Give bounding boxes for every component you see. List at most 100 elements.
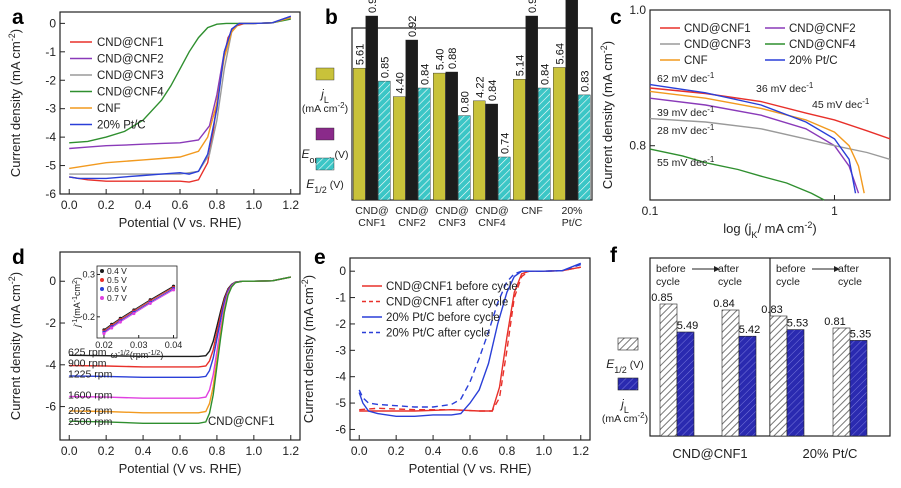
f-bar-E1/2 xyxy=(769,315,788,437)
a-xtick-label: 0.4 xyxy=(135,198,152,212)
c-legend-label: CND@CNF3 xyxy=(684,39,751,51)
a-ytick-label: -2 xyxy=(45,73,56,87)
e-series-line xyxy=(358,263,582,408)
b-bar-Eonset xyxy=(565,0,578,201)
e-xtick-label: 0.4 xyxy=(425,444,442,458)
c-xtick-label: 0.1 xyxy=(642,204,659,218)
f-bar-E1/2 xyxy=(832,327,851,437)
a-xtick-label: 1.0 xyxy=(246,198,263,212)
d-xtick-label: 0.6 xyxy=(172,444,189,458)
c-series-line xyxy=(649,148,825,201)
b-bar-jL xyxy=(513,79,526,201)
d-rpm-label: 2025 rpm xyxy=(68,405,113,417)
a-ytick-label: -1 xyxy=(45,45,56,59)
e-ytick-label: -6 xyxy=(335,422,346,436)
e-xtick-label: 1.0 xyxy=(536,444,553,458)
b-category-label: CND@ xyxy=(435,205,468,217)
d-ytick-label: 0 xyxy=(49,274,56,288)
d-panel-label: d xyxy=(12,246,25,269)
a-ytick-label: -4 xyxy=(45,130,56,144)
b-category-label: CNF1 xyxy=(358,217,386,229)
d-inset-ytick-label: 0.2 xyxy=(82,312,95,322)
b-category-label: CND@ xyxy=(395,205,428,217)
b-category-label: Pt/C xyxy=(562,217,583,229)
f-bar-jL xyxy=(786,329,805,437)
f-bar-value-label: 5.53 xyxy=(787,318,808,330)
b-bar-value-label: 5.14 xyxy=(515,55,527,76)
d-xtick-label: 0.0 xyxy=(61,444,78,458)
f-subgroup-label: before xyxy=(776,263,806,275)
b-bar-E1/2 xyxy=(378,80,391,201)
b-bar-value-label: 5.64 xyxy=(555,43,567,64)
f-bar-value-label: 5.49 xyxy=(677,320,698,332)
d-xtick-label: 1.2 xyxy=(282,444,299,458)
f-bar-value-label: 0.81 xyxy=(824,316,845,328)
d-rpm-label: 1600 rpm xyxy=(68,390,113,402)
b-bar-value-label: 0.74 xyxy=(500,133,512,154)
b-category-label: CND@ xyxy=(355,205,388,217)
b-bar-E1/2 xyxy=(418,87,431,201)
f-subgroup-label: before xyxy=(656,263,686,275)
e-legend-label: CND@CNF1 after cycle xyxy=(386,297,508,309)
f-bar-E1/2 xyxy=(721,309,740,437)
f-legend-label: jL xyxy=(619,397,629,415)
a-ytick-label: 0 xyxy=(49,16,56,30)
f-bar-jL xyxy=(849,340,868,437)
b-bar-jL xyxy=(393,96,406,201)
b-bar-value-label: 0.83 xyxy=(580,70,592,91)
d-rpm-label: 900 rpm xyxy=(68,357,107,369)
d-inset-legend-label: 0.7 V xyxy=(107,293,127,303)
c-series-line xyxy=(649,83,857,194)
a-frame xyxy=(59,11,301,195)
e-xlabel: Potential (V vs. RHE) xyxy=(409,461,532,476)
c-xtick-label: 1 xyxy=(831,204,838,218)
c-slope-annotation: 39 mV dec-1 xyxy=(657,105,715,120)
d-ytick-label: -2 xyxy=(45,316,56,330)
e-legend-label: CND@CNF1 before cycle xyxy=(386,281,518,293)
c-xlabel: log (jK/ mA cm-2) xyxy=(723,220,817,240)
e-ytick-label: -2 xyxy=(335,317,346,331)
d-rpm-label: 2500 rpm xyxy=(68,416,113,428)
b-legend-unit: (mA cm-2) xyxy=(302,101,348,116)
b-category-label: 20% xyxy=(561,205,582,217)
panel-b: b5.610.950.85CND@CNF14.400.920.84CND@CNF… xyxy=(302,0,593,229)
b-bar-value-label: 0.85 xyxy=(380,57,392,78)
b-bar-value-label: 0.84 xyxy=(487,80,499,101)
a-legend-label: CNF xyxy=(97,103,121,115)
d-xtick-label: 1.0 xyxy=(246,444,263,458)
panel-a: 0.0 0.2 0.4 0.6 0.8 1.0 1.2 0 -1 -2 -3 -4 -5 -6 Potent… xyxy=(7,6,301,230)
b-category-label: CND@ xyxy=(475,205,508,217)
a-xtick-label: 0.6 xyxy=(172,198,189,212)
b-category-label: CNF2 xyxy=(398,217,426,229)
b-bar-Eonset xyxy=(525,15,538,201)
d-ytick-label: -4 xyxy=(45,358,56,372)
b-bar-Eonset xyxy=(445,71,458,201)
d-inset-legend-label: 0.6 V xyxy=(107,284,127,294)
f-bar-value-label: 5.35 xyxy=(850,328,871,340)
f-subgroup-label: cycle xyxy=(838,276,862,288)
f-arrow-head xyxy=(714,266,720,272)
b-bar-jL xyxy=(433,72,446,201)
d-sample-annotation: CND@CNF1 xyxy=(208,416,275,428)
b-bar-value-label: 0.95 xyxy=(367,0,379,13)
d-inset-point xyxy=(171,288,176,292)
b-bar-Eonset xyxy=(365,15,378,201)
d-ytick-label: -6 xyxy=(45,400,56,414)
b-bar-value-label: 0.88 xyxy=(447,48,459,69)
f-subgroup-label: cycle xyxy=(776,276,800,288)
c-ytick-label: 1.0 xyxy=(629,3,646,17)
c-series-line xyxy=(649,117,891,160)
panel-e: 0.0 0.2 0.4 0.6 0.8 1.0 1.2 0 -1 -2 -3 -4 -5 -6 Potent… xyxy=(300,246,591,476)
e-ytick-label: 0 xyxy=(339,264,346,278)
c-panel-label: c xyxy=(610,6,622,29)
f-legend-marker xyxy=(617,337,639,351)
c-legend-label: CND@CNF4 xyxy=(789,39,856,51)
a-xtick-label: 0.8 xyxy=(209,198,226,212)
panel-c: c 0.1 1 1.0 0.8 log (jK/ mA cm-2) Current dens… xyxy=(599,3,891,240)
b-bar-Eonset xyxy=(485,103,498,201)
f-arrow-head xyxy=(834,266,840,272)
a-ytick-label: -3 xyxy=(45,102,56,116)
b-panel-label: b xyxy=(325,6,338,29)
c-legend-label: CNF xyxy=(684,55,708,67)
b-bar-value-label: 0.84 xyxy=(540,64,552,85)
